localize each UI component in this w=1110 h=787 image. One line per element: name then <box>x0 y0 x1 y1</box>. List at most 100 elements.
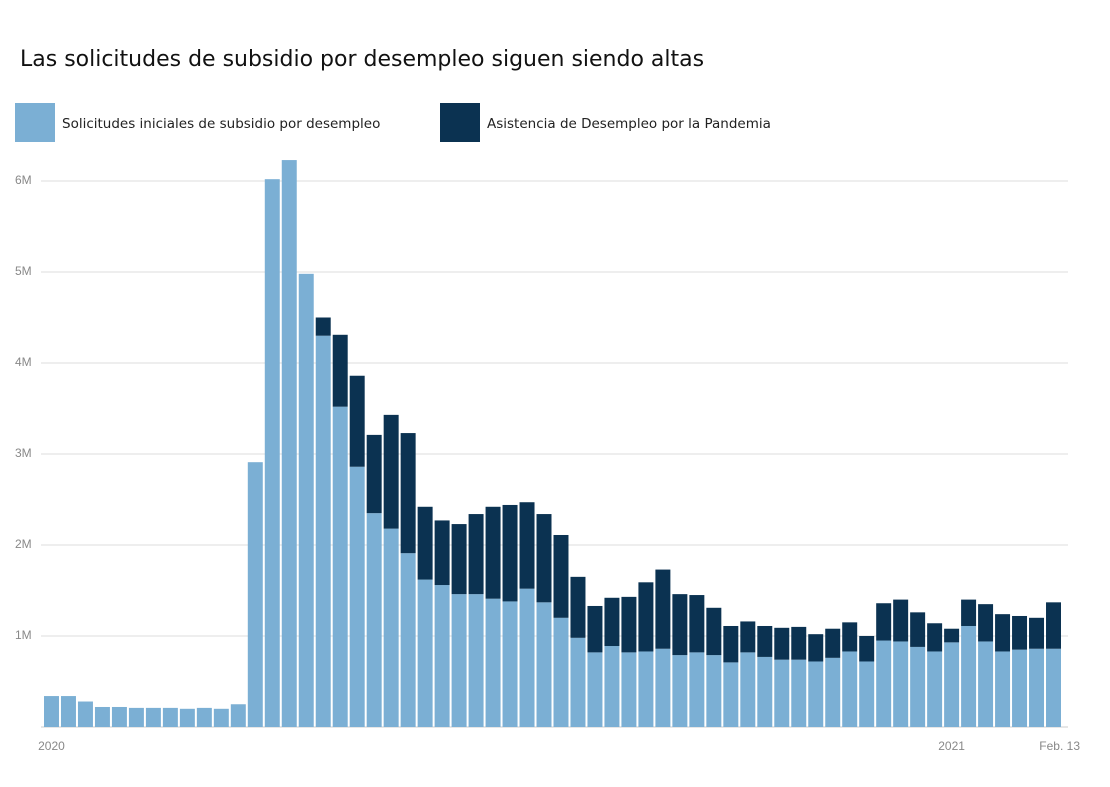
bar-segment <box>111 706 127 727</box>
bar-segment <box>179 708 195 727</box>
y-tick-label: 1M <box>15 628 32 642</box>
bar-segment <box>740 652 756 727</box>
bar-segment <box>94 706 110 727</box>
bar-segment <box>944 628 960 643</box>
bar-segment <box>842 651 858 727</box>
bar-segment <box>128 707 144 727</box>
bar-segment <box>1029 648 1045 727</box>
bar-segment <box>1012 615 1028 650</box>
bar-segment <box>587 605 603 653</box>
bar-segment <box>77 701 93 727</box>
bar-segment <box>400 433 416 554</box>
bar-segment <box>995 614 1011 652</box>
bar-segment <box>604 597 620 647</box>
bar-segment <box>672 594 688 656</box>
bar-segment <box>757 625 773 657</box>
bar-segment <box>1046 602 1061 649</box>
bar-segment <box>366 513 382 727</box>
bar-segment <box>825 657 841 727</box>
bar-segment <box>893 599 909 642</box>
bar-segment <box>519 588 535 727</box>
bar-segment <box>740 621 756 653</box>
bar-segment <box>791 626 807 660</box>
bar-segment <box>978 604 994 642</box>
y-tick-label: 2M <box>15 537 32 551</box>
bar-segment <box>587 652 603 727</box>
y-tick-label: 4M <box>15 355 32 369</box>
bar-segment <box>944 642 960 727</box>
bar-segment <box>893 641 909 727</box>
bar-segment <box>400 553 416 727</box>
bar-segment <box>451 524 467 595</box>
bar-segment <box>298 273 314 727</box>
bar-segment <box>162 707 178 727</box>
bar-segment <box>774 659 790 727</box>
bar-segment <box>723 662 739 727</box>
bar-segment <box>332 334 348 407</box>
legend-swatch <box>15 103 55 142</box>
bar-segment <box>995 651 1011 727</box>
bar-segment <box>434 585 450 727</box>
bar-segment <box>196 707 212 727</box>
bar-segment <box>1029 617 1045 649</box>
bar-segment <box>604 646 620 727</box>
bar-segment <box>468 594 484 727</box>
bar-segment <box>570 637 586 727</box>
bar-segment <box>757 656 773 727</box>
legend: Solicitudes iniciales de subsidio por de… <box>15 103 771 142</box>
bar-segment <box>689 652 705 727</box>
bar-segment <box>842 622 858 652</box>
bar-segment <box>213 708 229 727</box>
legend-label: Solicitudes iniciales de subsidio por de… <box>62 116 380 132</box>
y-tick-label: 6M <box>15 173 32 187</box>
bar-segment <box>485 598 501 727</box>
bar-segment <box>672 655 688 727</box>
bar-segment <box>332 406 348 727</box>
bar-segment <box>536 602 552 727</box>
bar-segment <box>689 595 705 653</box>
bar-segment <box>927 651 943 727</box>
bar-segment <box>366 434 382 514</box>
bar-segment <box>791 659 807 727</box>
bar-segment <box>621 652 637 727</box>
bar-segment <box>383 528 399 727</box>
bar-segment <box>706 655 722 727</box>
bar-segment <box>349 466 365 727</box>
bar-segment <box>349 375 365 467</box>
bar-segment <box>383 414 399 529</box>
bar-segment <box>417 579 433 727</box>
bar-segment <box>1046 648 1061 727</box>
bar-segment <box>44 696 59 727</box>
chart-title: Las solicitudes de subsidio por desemple… <box>20 47 704 72</box>
bar-segment <box>655 648 671 727</box>
bar-segment <box>876 603 892 641</box>
bar-segment <box>774 627 790 660</box>
bar-segment <box>485 506 501 599</box>
bar-segment <box>978 641 994 727</box>
bar-segment <box>502 504 518 602</box>
legend-swatch <box>440 103 480 142</box>
bar-segment <box>247 462 263 727</box>
bar-segment <box>808 661 824 727</box>
bar-segment <box>961 625 977 727</box>
bar-segment <box>621 596 637 653</box>
bar-segment <box>808 634 824 662</box>
bar-segment <box>638 651 654 727</box>
bar-segment <box>281 160 297 727</box>
bar-segment <box>519 502 535 589</box>
bar-segment <box>451 594 467 727</box>
y-tick-label: 5M <box>15 264 32 278</box>
bar-segment <box>910 612 926 647</box>
bar-segment <box>315 335 331 727</box>
bar-segment <box>553 617 569 727</box>
bar-segment <box>638 582 654 652</box>
bar-segment <box>723 625 739 663</box>
bar-segment <box>910 646 926 727</box>
bar-segment <box>825 628 841 658</box>
legend-label: Asistencia de Desempleo por la Pandemia <box>487 116 771 132</box>
bar-segment <box>706 607 722 656</box>
bar-segment <box>417 506 433 580</box>
bar-segment <box>60 696 76 727</box>
bar-segment <box>230 704 246 727</box>
